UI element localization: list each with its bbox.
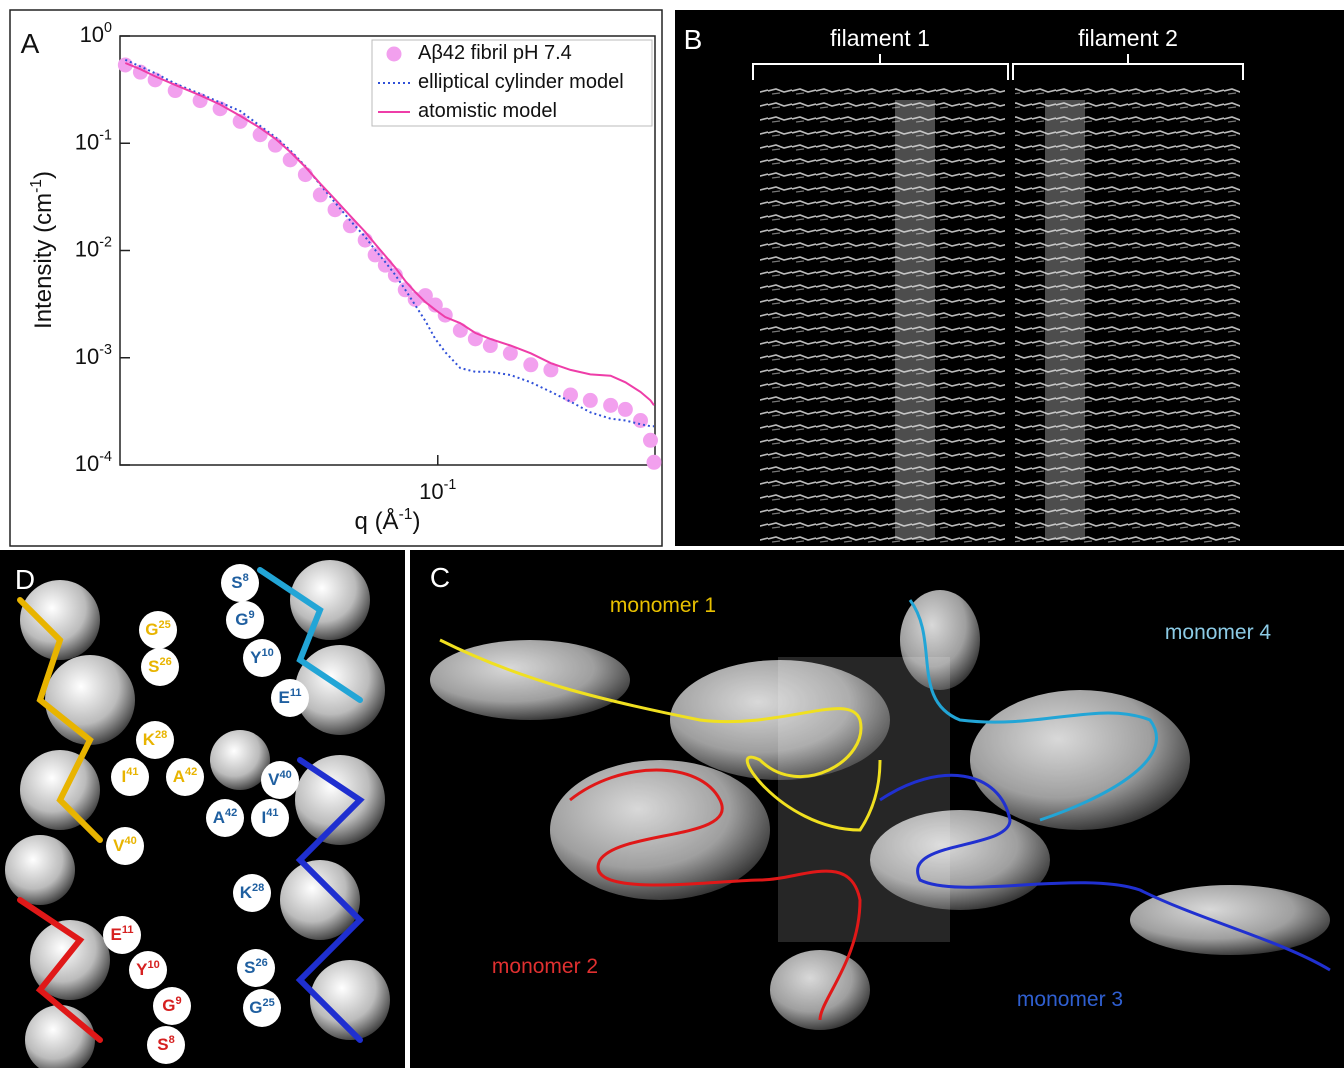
data-point — [453, 323, 468, 338]
panel-label: C — [430, 562, 450, 593]
page: 10010-110-210-310-410-1q (Å-1)Intensity … — [0, 0, 1344, 1068]
data-point — [647, 455, 662, 470]
data-point — [438, 308, 453, 323]
panel-label: A — [21, 28, 40, 59]
filament-1-image — [760, 85, 1005, 545]
monomer-label: monomer 3 — [1017, 988, 1123, 1011]
data-point — [253, 127, 268, 142]
y-axis-label: Intensity (cm-1) — [28, 171, 58, 329]
monomer-label: monomer 1 — [610, 594, 716, 617]
legend-marker — [387, 47, 402, 62]
data-point — [603, 398, 618, 413]
figure: 10010-110-210-310-410-1q (Å-1)Intensity … — [0, 0, 1344, 1068]
panel-label: D — [15, 564, 35, 595]
data-point — [358, 233, 373, 248]
data-point — [583, 393, 598, 408]
data-point — [633, 413, 648, 428]
legend-label: elliptical cylinder model — [418, 71, 624, 93]
legend-label: atomistic model — [418, 100, 557, 122]
legend-label: Aβ42 fibril pH 7.4 — [418, 42, 572, 64]
data-point — [298, 167, 313, 182]
filament-label: filament 1 — [830, 25, 930, 51]
data-point — [563, 387, 578, 402]
monomer-label: monomer 2 — [492, 955, 598, 978]
filament-label: filament 2 — [1078, 25, 1178, 51]
monomer-label: monomer 4 — [1165, 621, 1272, 644]
data-point — [523, 357, 538, 372]
data-point — [643, 433, 658, 448]
highlight-box — [778, 657, 950, 942]
panel-label: B — [684, 24, 703, 55]
data-point — [618, 402, 633, 417]
